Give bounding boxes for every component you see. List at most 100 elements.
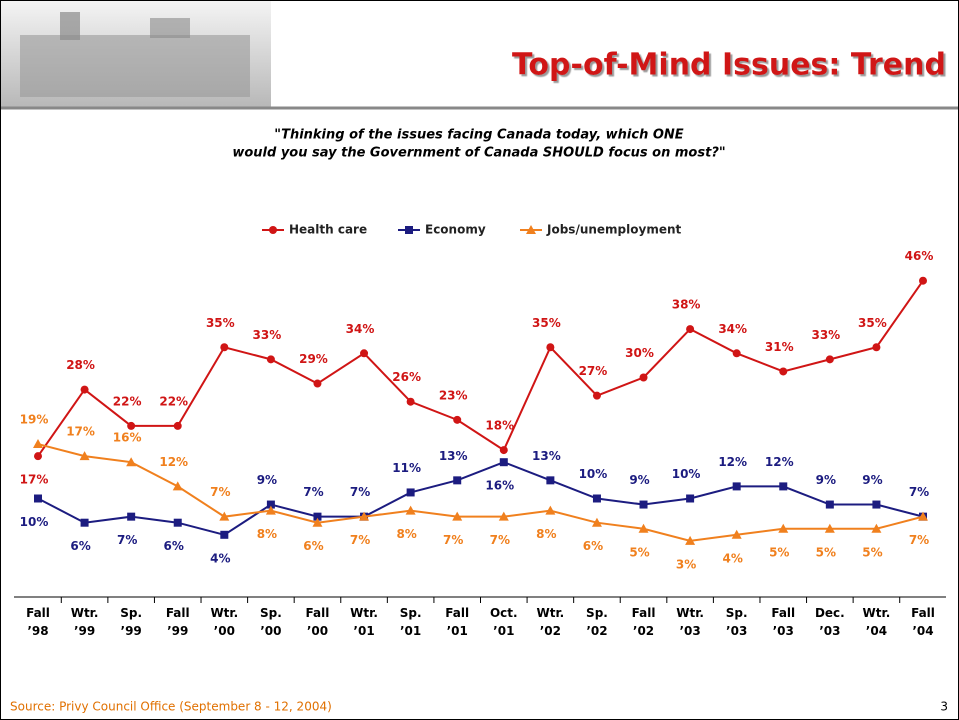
point xyxy=(824,523,835,533)
x-tick-label: Fall ’98 xyxy=(26,606,50,638)
data-label: 9% xyxy=(862,473,882,487)
point xyxy=(545,505,556,515)
data-label: 35% xyxy=(206,316,235,330)
legend-item: Health care xyxy=(262,223,367,237)
point xyxy=(638,523,649,533)
point xyxy=(871,523,882,533)
point xyxy=(499,446,508,455)
data-label: 38% xyxy=(672,298,701,312)
data-label: 12% xyxy=(718,455,747,469)
x-tick-label: Fall ’99 xyxy=(166,606,190,638)
data-label: 5% xyxy=(862,545,882,559)
data-label: 28% xyxy=(66,358,95,372)
point xyxy=(732,349,741,358)
data-label: 9% xyxy=(816,473,836,487)
data-label: 22% xyxy=(159,394,188,408)
point xyxy=(591,517,602,527)
page-number: 3 xyxy=(940,700,948,714)
question-line: would you say the Government of Canada S… xyxy=(232,146,725,161)
x-tick-label: Wtr. ’02 xyxy=(536,606,564,638)
point xyxy=(172,481,183,491)
point xyxy=(406,488,415,497)
data-label: 23% xyxy=(439,388,468,402)
point xyxy=(127,421,136,430)
point xyxy=(360,349,369,358)
data-label: 6% xyxy=(583,539,603,553)
data-label: 12% xyxy=(159,455,188,469)
series-line xyxy=(37,461,924,536)
point xyxy=(313,379,322,388)
x-tick-label: Sp. ’01 xyxy=(400,606,422,638)
data-label: 7% xyxy=(909,533,929,547)
x-tick-label: Sp. ’02 xyxy=(586,606,608,638)
point xyxy=(685,535,696,545)
x-tick-label: Wtr. ’00 xyxy=(210,606,238,638)
x-tick-label: Fall ’01 xyxy=(445,606,469,638)
data-label: 35% xyxy=(532,316,561,330)
point xyxy=(359,511,370,521)
data-label: 29% xyxy=(299,352,328,366)
data-label: 27% xyxy=(579,364,608,378)
point xyxy=(173,518,182,527)
series-line xyxy=(37,443,924,542)
legend-label: Health care xyxy=(289,223,367,237)
data-label: 35% xyxy=(858,316,887,330)
data-label: 17% xyxy=(20,473,49,487)
point xyxy=(779,367,788,376)
point xyxy=(639,500,648,509)
x-tick-label: Sp. ’03 xyxy=(726,606,748,638)
point xyxy=(872,343,881,352)
data-label: 16% xyxy=(485,479,514,493)
data-label: 10% xyxy=(672,467,701,481)
data-label: 10% xyxy=(20,515,49,529)
point xyxy=(80,518,89,527)
data-label: 12% xyxy=(765,455,794,469)
data-label: 9% xyxy=(257,473,277,487)
point xyxy=(825,500,834,509)
point xyxy=(173,421,182,430)
point xyxy=(34,494,42,503)
header-image xyxy=(1,1,271,107)
data-label: 6% xyxy=(70,539,90,553)
data-label: 6% xyxy=(164,539,184,553)
legend-marker xyxy=(405,226,413,234)
point xyxy=(919,276,927,285)
point xyxy=(453,415,462,424)
data-label: 17% xyxy=(66,425,95,439)
data-label: 11% xyxy=(392,461,421,475)
data-label: 8% xyxy=(257,527,277,541)
x-tick-label: Fall ’02 xyxy=(632,606,656,638)
point xyxy=(499,458,508,467)
data-label: 3% xyxy=(676,557,696,571)
point xyxy=(778,523,789,533)
legend-item: Jobs/unemployment xyxy=(520,223,682,237)
data-label: 7% xyxy=(210,485,230,499)
data-label: 6% xyxy=(303,539,323,553)
data-label: 7% xyxy=(490,533,510,547)
data-label: 7% xyxy=(117,533,137,547)
question-line: "Thinking of the issues facing Canada to… xyxy=(274,128,683,143)
legend-item: Economy xyxy=(398,223,486,237)
point xyxy=(779,482,788,491)
point xyxy=(220,343,229,352)
data-label: 4% xyxy=(722,551,742,565)
data-label: 19% xyxy=(20,413,49,427)
point xyxy=(405,505,416,515)
point xyxy=(872,500,881,509)
point xyxy=(79,451,90,461)
slide-title: Top-of-Mind Issues: Trend xyxy=(512,48,946,83)
point xyxy=(639,373,648,382)
point xyxy=(127,512,136,521)
point xyxy=(498,511,509,521)
data-label: 7% xyxy=(350,485,370,499)
x-tick-label: Wtr. ’01 xyxy=(350,606,378,638)
point xyxy=(406,397,415,406)
data-label: 7% xyxy=(303,485,323,499)
data-label: 5% xyxy=(816,545,836,559)
point xyxy=(592,494,601,503)
point xyxy=(266,355,275,364)
point xyxy=(592,391,601,400)
series-line xyxy=(37,280,924,457)
x-tick-label: Fall ’03 xyxy=(771,606,795,638)
point xyxy=(33,439,43,449)
